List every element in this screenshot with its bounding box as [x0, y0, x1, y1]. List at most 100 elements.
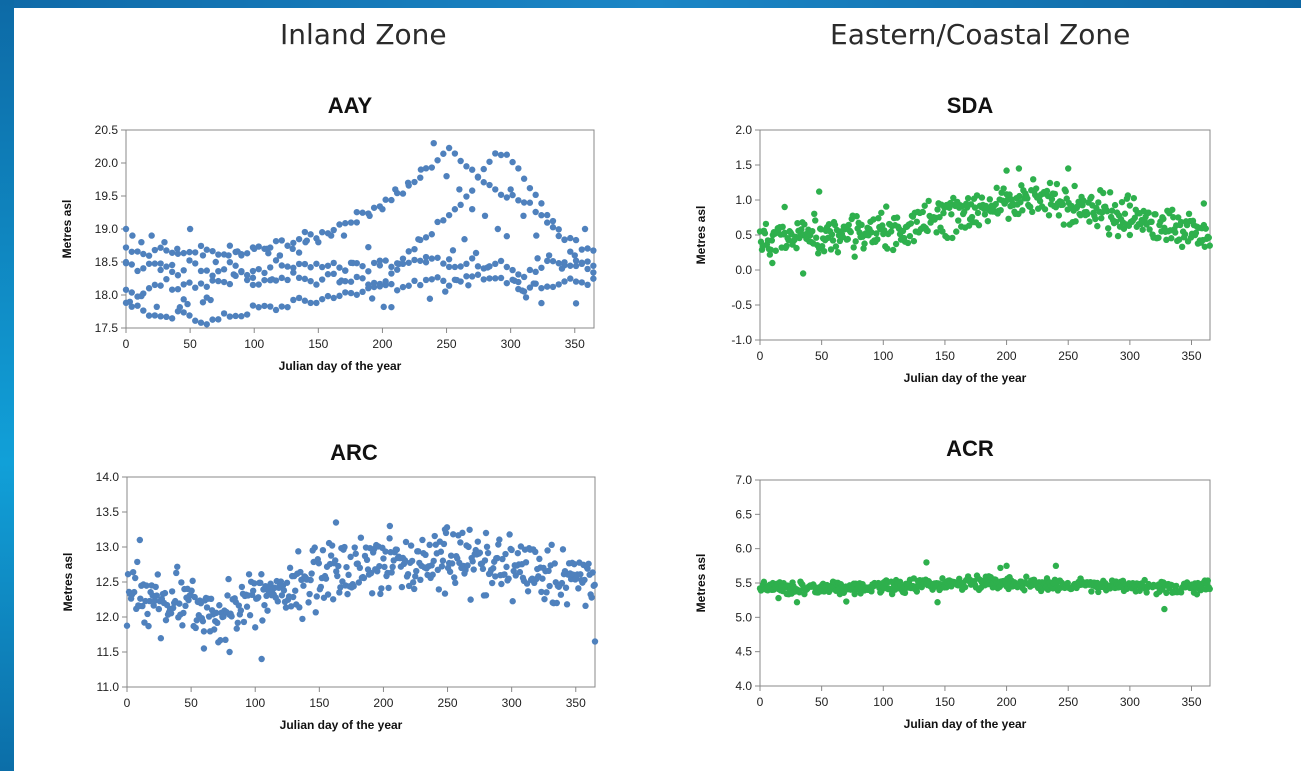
data-point [555, 226, 562, 233]
data-point [128, 261, 135, 268]
data-point [1178, 243, 1186, 251]
data-point [385, 584, 392, 592]
chart-arc: ARC 11.0 11.5 12.0 12.5 13.0 13.5 14.0 0 50 100 150… [61, 440, 599, 732]
data-point [588, 594, 595, 601]
data-point [258, 655, 265, 663]
data-point [465, 282, 472, 289]
data-point [200, 628, 208, 635]
data-point [457, 263, 464, 270]
data-point [203, 267, 210, 274]
data-point [549, 283, 557, 291]
data-point [278, 262, 285, 269]
y-tick-label: 14.0 [96, 470, 120, 484]
data-point [261, 269, 268, 277]
data-point [506, 531, 513, 538]
data-point [289, 245, 296, 252]
data-point [312, 609, 319, 616]
data-point [1086, 218, 1093, 225]
data-point [295, 249, 303, 256]
data-point [382, 548, 389, 555]
data-point [572, 278, 580, 285]
data-point [393, 266, 401, 273]
data-point [359, 288, 366, 296]
x-tick-label: 0 [124, 696, 131, 710]
data-point [151, 246, 159, 254]
data-point [481, 557, 489, 564]
data-point [1185, 210, 1193, 218]
data-point [286, 564, 294, 572]
data-point [157, 266, 164, 274]
data-point [483, 543, 491, 551]
data-point [222, 636, 229, 644]
data-point [274, 598, 281, 605]
data-point [1043, 187, 1051, 195]
data-point [356, 564, 364, 572]
y-tick-label: 11.5 [97, 645, 120, 659]
data-point [332, 519, 340, 526]
data-point [157, 244, 164, 251]
data-point [380, 555, 387, 562]
data-point [760, 578, 768, 586]
data-point [971, 204, 979, 211]
data-point [378, 585, 385, 592]
data-point [313, 593, 320, 600]
x-tick-label: 350 [566, 696, 586, 710]
x-tick-label: 100 [245, 696, 265, 710]
data-point [336, 589, 343, 596]
data-point [474, 271, 482, 278]
data-point [832, 243, 840, 250]
data-point [393, 287, 401, 294]
data-points [756, 165, 1213, 277]
data-point [180, 309, 187, 316]
y-tick-label: 13.0 [96, 540, 120, 554]
data-point [766, 251, 774, 258]
data-point [290, 264, 297, 272]
data-point [251, 245, 258, 252]
data-point [382, 257, 389, 264]
data-point [168, 286, 176, 293]
data-point [978, 194, 986, 201]
data-point [1052, 562, 1060, 570]
data-point [853, 213, 860, 220]
data-point [261, 601, 268, 609]
data-point [417, 166, 425, 173]
data-point [584, 265, 591, 273]
data-point [910, 237, 918, 245]
data-point [240, 618, 248, 626]
data-point [590, 275, 597, 282]
data-point [209, 316, 216, 323]
data-point [238, 252, 245, 259]
data-point [925, 197, 932, 205]
data-point [255, 594, 262, 601]
data-point [163, 275, 170, 283]
data-point [544, 211, 551, 219]
data-point [140, 250, 147, 258]
x-tick-label: 100 [244, 337, 264, 351]
data-point [129, 568, 137, 576]
data-point [503, 563, 510, 571]
data-point [474, 263, 482, 270]
data-point [307, 299, 314, 307]
data-point [308, 570, 315, 577]
data-point [913, 218, 921, 225]
data-point [136, 536, 144, 544]
data-point [934, 206, 941, 213]
data-point [532, 191, 539, 199]
data-point [555, 281, 562, 288]
data-point [259, 617, 266, 624]
data-point [534, 255, 541, 262]
data-point [484, 264, 491, 271]
data-point [850, 244, 857, 251]
data-point [545, 252, 553, 259]
data-point [238, 313, 245, 320]
data-point [235, 602, 243, 609]
x-tick-label: 300 [1120, 349, 1140, 363]
y-axis-label: Metres asl [61, 553, 75, 612]
data-point [545, 567, 552, 575]
data-point [367, 569, 375, 577]
y-tick-label: -1.0 [731, 333, 752, 347]
data-point [497, 257, 505, 265]
data-point [188, 587, 195, 594]
data-point [567, 234, 574, 242]
data-point [157, 313, 164, 320]
